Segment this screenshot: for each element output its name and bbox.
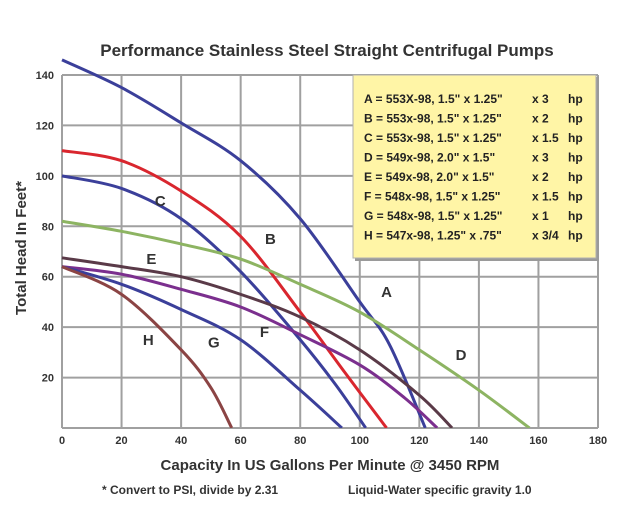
legend-hp-e: x 2 — [532, 170, 549, 184]
curve-labels: A B C D E F G H — [143, 193, 467, 364]
legend-hp-d: x 3 — [532, 151, 549, 165]
legend-hp-unit: hp — [568, 190, 583, 204]
x-axis-ticks: 0 20 40 60 80 100 120 140 160 180 — [59, 435, 607, 447]
curve-label-b: B — [265, 231, 276, 248]
y-tick-label: 40 — [42, 322, 54, 334]
legend-box — [352, 74, 597, 259]
x-tick-label: 180 — [589, 435, 607, 447]
legend-items: A = 553X-98, 1.5" x 1.25" x 3 hp B = 553x-9… — [364, 92, 583, 243]
legend-hp-c: x 1.5 — [532, 131, 559, 145]
x-tick-label: 120 — [410, 435, 428, 447]
curve-a — [61, 58, 427, 428]
x-tick-label: 60 — [235, 435, 247, 447]
y-tick-label: 80 — [42, 221, 54, 233]
legend-item-f: F = 548x-98, 1.5" x 1.25" — [364, 190, 500, 204]
y-tick-label: 120 — [36, 120, 54, 132]
curve-label-h: H — [143, 332, 154, 349]
legend-hp-unit: hp — [568, 151, 583, 165]
y-tick-label: 20 — [42, 373, 54, 385]
y-tick-label: 140 — [36, 70, 54, 82]
x-tick-label: 40 — [175, 435, 187, 447]
y-tick-label: 100 — [36, 171, 54, 183]
curve-d — [61, 219, 531, 428]
curve-label-d: D — [456, 347, 467, 364]
legend-item-g: G = 548x-98, 1.5" x 1.25" — [364, 209, 502, 223]
x-tick-label: 80 — [294, 435, 306, 447]
curve-f — [61, 265, 439, 428]
curve-c — [61, 174, 367, 428]
legend-item-h: H = 547x-98, 1.25" x .75" — [364, 229, 502, 243]
curve-label-c: C — [155, 193, 166, 210]
curve-label-e: E — [146, 251, 156, 268]
legend-hp-b: x 2 — [532, 112, 549, 126]
legend-hp-unit: hp — [568, 209, 583, 223]
curve-label-f: F — [260, 324, 269, 341]
chart-title: Performance Stainless Steel Straight Cen… — [100, 41, 553, 60]
legend: A = 553X-98, 1.5" x 1.25" x 3 hp B = 553x-9… — [352, 74, 599, 261]
curve-e — [61, 256, 454, 428]
legend-item-c: C = 553x-98, 1.5" x 1.25" — [364, 131, 502, 145]
curve-g — [61, 265, 343, 428]
curve-label-g: G — [208, 334, 220, 351]
y-tick-label: 60 — [42, 272, 54, 284]
legend-hp-unit: hp — [568, 112, 583, 126]
x-tick-label: 0 — [59, 435, 65, 447]
x-axis-label: Capacity In US Gallons Per Minute @ 3450… — [161, 457, 500, 474]
specific-gravity-note: Liquid-Water specific gravity 1.0 — [348, 483, 532, 497]
legend-hp-f: x 1.5 — [532, 190, 559, 204]
legend-item-e: E = 549x-98, 2.0" x 1.5" — [364, 170, 494, 184]
x-tick-label: 160 — [529, 435, 547, 447]
legend-hp-a: x 3 — [532, 92, 549, 106]
curve-label-a: A — [381, 284, 392, 301]
legend-hp-unit: hp — [568, 131, 583, 145]
curves — [61, 58, 531, 428]
legend-item-a: A = 553X-98, 1.5" x 1.25" — [364, 92, 503, 106]
y-axis-ticks: 20 40 60 80 100 120 140 — [36, 70, 54, 385]
legend-hp-unit: hp — [568, 229, 583, 243]
legend-item-d: D = 549x-98, 2.0" x 1.5" — [364, 151, 495, 165]
psi-conversion-note: * Convert to PSI, divide by 2.31 — [102, 483, 278, 497]
x-tick-label: 140 — [470, 435, 488, 447]
legend-hp-g: x 1 — [532, 209, 549, 223]
curve-h — [61, 265, 234, 428]
legend-item-b: B = 553x-98, 1.5" x 1.25" — [364, 112, 502, 126]
legend-hp-unit: hp — [568, 170, 583, 184]
legend-hp-h: x 3/4 — [532, 229, 559, 243]
legend-hp-unit: hp — [568, 92, 583, 106]
y-axis-label: Total Head In Feet* — [13, 181, 30, 315]
x-tick-label: 20 — [115, 435, 127, 447]
curve-b — [61, 149, 388, 428]
x-tick-label: 100 — [351, 435, 369, 447]
